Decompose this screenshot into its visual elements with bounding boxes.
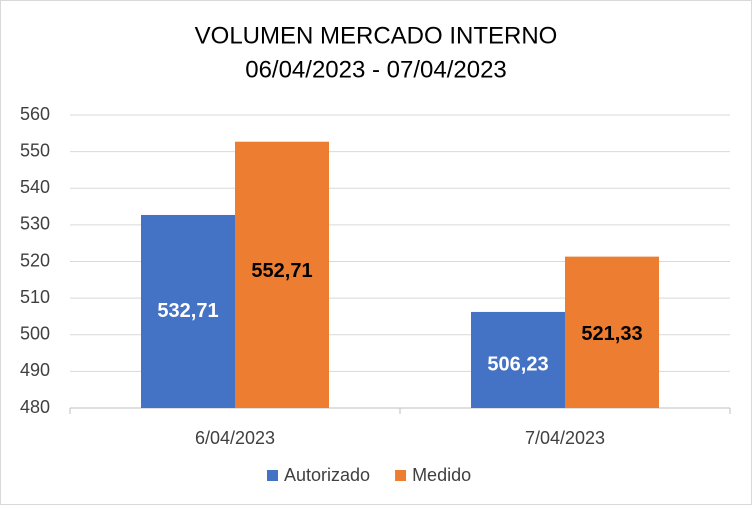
bar <box>565 256 659 408</box>
y-tick-label: 500 <box>20 324 50 344</box>
y-tick-label: 520 <box>20 250 50 270</box>
data-label: 506,23 <box>487 353 548 375</box>
bar <box>471 311 565 408</box>
legend-label: Medido <box>412 465 471 485</box>
data-label: 552,71 <box>251 260 312 282</box>
y-tick-label: 560 <box>20 104 50 124</box>
bar <box>235 141 329 408</box>
legend-swatch <box>267 470 278 481</box>
legend-label: Autorizado <box>284 465 370 485</box>
y-tick-label: 530 <box>20 214 50 234</box>
chart-subtitle: 06/04/2023 - 07/04/2023 <box>245 56 507 83</box>
legend-swatch <box>395 470 407 481</box>
x-tick-label: 6/04/2023 <box>195 428 275 448</box>
x-tick-label: 7/04/2023 <box>525 428 605 448</box>
y-tick-label: 480 <box>20 397 50 417</box>
bar <box>141 214 235 408</box>
y-tick-label: 490 <box>20 360 50 380</box>
data-label: 521,33 <box>581 323 642 345</box>
y-tick-label: 550 <box>20 140 50 160</box>
y-tick-label: 540 <box>20 177 50 197</box>
chart-title: VOLUMEN MERCADO INTERNO <box>195 22 558 49</box>
y-tick-label: 510 <box>20 287 50 307</box>
data-label: 532,71 <box>157 300 218 322</box>
